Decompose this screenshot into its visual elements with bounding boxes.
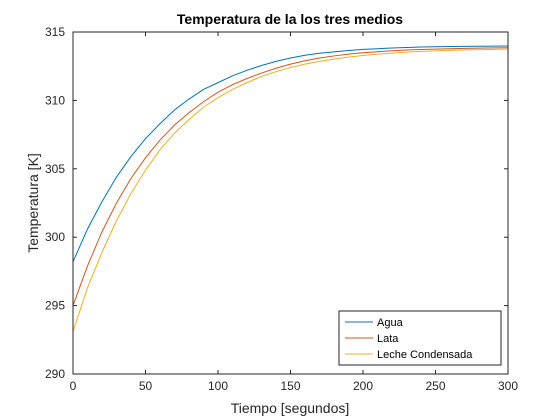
- legend-label-lata: Lata: [377, 333, 399, 345]
- x-tick-label: 50: [139, 379, 153, 393]
- legend: Agua Lata Leche Condensada: [338, 310, 502, 366]
- x-tick-label: 0: [70, 379, 77, 393]
- x-tick-label: 250: [425, 379, 445, 393]
- series-line-leche-condensada: [72, 48, 509, 332]
- y-tick-label: 300: [45, 230, 65, 244]
- x-tick-label: 300: [498, 379, 518, 393]
- y-tick-label: 310: [45, 93, 65, 107]
- y-tick-label: 315: [45, 25, 65, 39]
- y-tick-label: 305: [45, 162, 65, 176]
- legend-label-agua: Agua: [377, 317, 404, 329]
- x-axis-label: Tiempo [segundos]: [231, 400, 350, 416]
- x-tick-label: 200: [353, 379, 373, 393]
- series-layer: [72, 45, 509, 332]
- y-tick-label: 290: [45, 367, 65, 381]
- legend-label-leche-condensada: Leche Condensada: [377, 349, 473, 361]
- y-axis-label: Temperatura [K]: [25, 153, 41, 253]
- x-tick-label: 100: [208, 379, 228, 393]
- chart-title: Temperatura de la los tres medios: [177, 11, 403, 27]
- ticks-layer: 0 50 100 150 200 250 300 290 295 300 305 310 315: [45, 25, 518, 393]
- series-line-agua: [72, 45, 509, 263]
- x-tick-label: 150: [280, 379, 300, 393]
- series-line-lata: [72, 47, 509, 306]
- y-tick-label: 295: [45, 299, 65, 313]
